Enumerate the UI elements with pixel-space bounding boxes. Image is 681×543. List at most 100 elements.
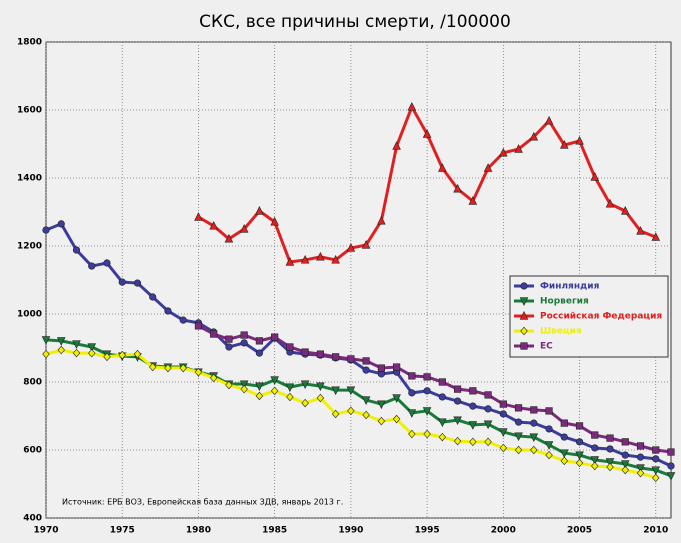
- x-tick-label: 2000: [491, 526, 516, 536]
- marker: [575, 458, 584, 468]
- marker: [620, 460, 630, 469]
- marker: [519, 311, 529, 320]
- marker: [362, 410, 370, 420]
- marker: [621, 438, 629, 446]
- marker: [422, 129, 432, 138]
- marker: [255, 337, 264, 345]
- marker: [347, 406, 355, 416]
- marker: [423, 387, 431, 395]
- legend-label: Норвегия: [540, 297, 589, 307]
- marker: [560, 140, 569, 149]
- marker: [499, 147, 508, 157]
- marker: [103, 259, 111, 267]
- legend-label: Швеция: [540, 327, 582, 337]
- marker: [118, 350, 126, 360]
- marker: [361, 240, 371, 249]
- marker: [87, 343, 97, 352]
- marker: [270, 216, 279, 226]
- marker: [514, 432, 523, 442]
- marker: [316, 393, 325, 403]
- marker: [316, 382, 325, 392]
- marker: [560, 433, 568, 441]
- marker: [331, 409, 340, 419]
- marker: [560, 419, 568, 427]
- marker: [666, 472, 676, 481]
- marker: [331, 254, 340, 264]
- x-tick-label: 2005: [567, 526, 592, 536]
- marker: [209, 220, 218, 230]
- marker: [605, 198, 615, 208]
- marker: [72, 348, 81, 358]
- marker: [57, 220, 65, 228]
- x-tick-label: 1995: [415, 526, 440, 536]
- marker: [606, 462, 614, 472]
- legend-label: ЕС: [540, 342, 553, 352]
- marker: [423, 429, 431, 439]
- marker: [194, 212, 203, 221]
- marker: [240, 331, 248, 339]
- marker: [408, 389, 416, 397]
- marker: [484, 391, 492, 399]
- marker: [392, 141, 401, 150]
- marker: [530, 406, 538, 414]
- marker: [621, 465, 629, 475]
- marker: [179, 316, 187, 324]
- marker: [652, 473, 660, 483]
- marker: [651, 232, 661, 241]
- marker: [194, 322, 203, 330]
- marker: [468, 421, 478, 430]
- marker: [408, 429, 416, 439]
- marker: [164, 363, 172, 373]
- marker: [591, 461, 599, 471]
- marker: [469, 387, 477, 395]
- marker: [57, 345, 65, 355]
- marker: [530, 419, 538, 427]
- marker: [194, 367, 203, 377]
- marker: [209, 373, 218, 383]
- marker: [520, 326, 528, 336]
- marker: [483, 163, 493, 172]
- marker: [438, 418, 447, 428]
- marker: [560, 449, 569, 459]
- y-tick-label: 400: [23, 514, 42, 524]
- marker: [408, 372, 416, 380]
- marker: [591, 444, 599, 452]
- marker: [422, 407, 432, 416]
- marker: [255, 206, 264, 215]
- marker: [255, 382, 264, 392]
- marker: [239, 224, 249, 233]
- marker: [438, 163, 447, 172]
- marker: [118, 278, 126, 286]
- marker: [590, 172, 600, 181]
- marker: [575, 451, 584, 461]
- marker: [377, 364, 385, 372]
- marker: [620, 206, 630, 215]
- marker: [42, 226, 50, 234]
- marker: [529, 433, 539, 443]
- x-tick-label: 1970: [33, 526, 58, 536]
- x-tick-label: 1980: [186, 526, 211, 536]
- marker: [636, 464, 645, 473]
- marker: [316, 350, 324, 358]
- marker: [346, 386, 356, 396]
- marker: [499, 400, 507, 408]
- marker: [331, 386, 340, 396]
- marker: [529, 131, 539, 141]
- marker: [407, 409, 417, 418]
- marker: [636, 226, 645, 235]
- marker: [316, 251, 325, 261]
- marker: [255, 349, 264, 357]
- marker: [575, 135, 584, 145]
- y-tick-label: 1000: [17, 310, 42, 320]
- marker: [514, 445, 523, 455]
- marker: [453, 416, 462, 426]
- marker: [270, 386, 279, 396]
- x-tick-label: 1975: [110, 526, 135, 536]
- marker: [530, 445, 538, 455]
- marker: [499, 428, 508, 437]
- marker: [591, 431, 599, 439]
- marker: [271, 333, 279, 341]
- marker: [407, 101, 417, 111]
- marker: [285, 383, 295, 393]
